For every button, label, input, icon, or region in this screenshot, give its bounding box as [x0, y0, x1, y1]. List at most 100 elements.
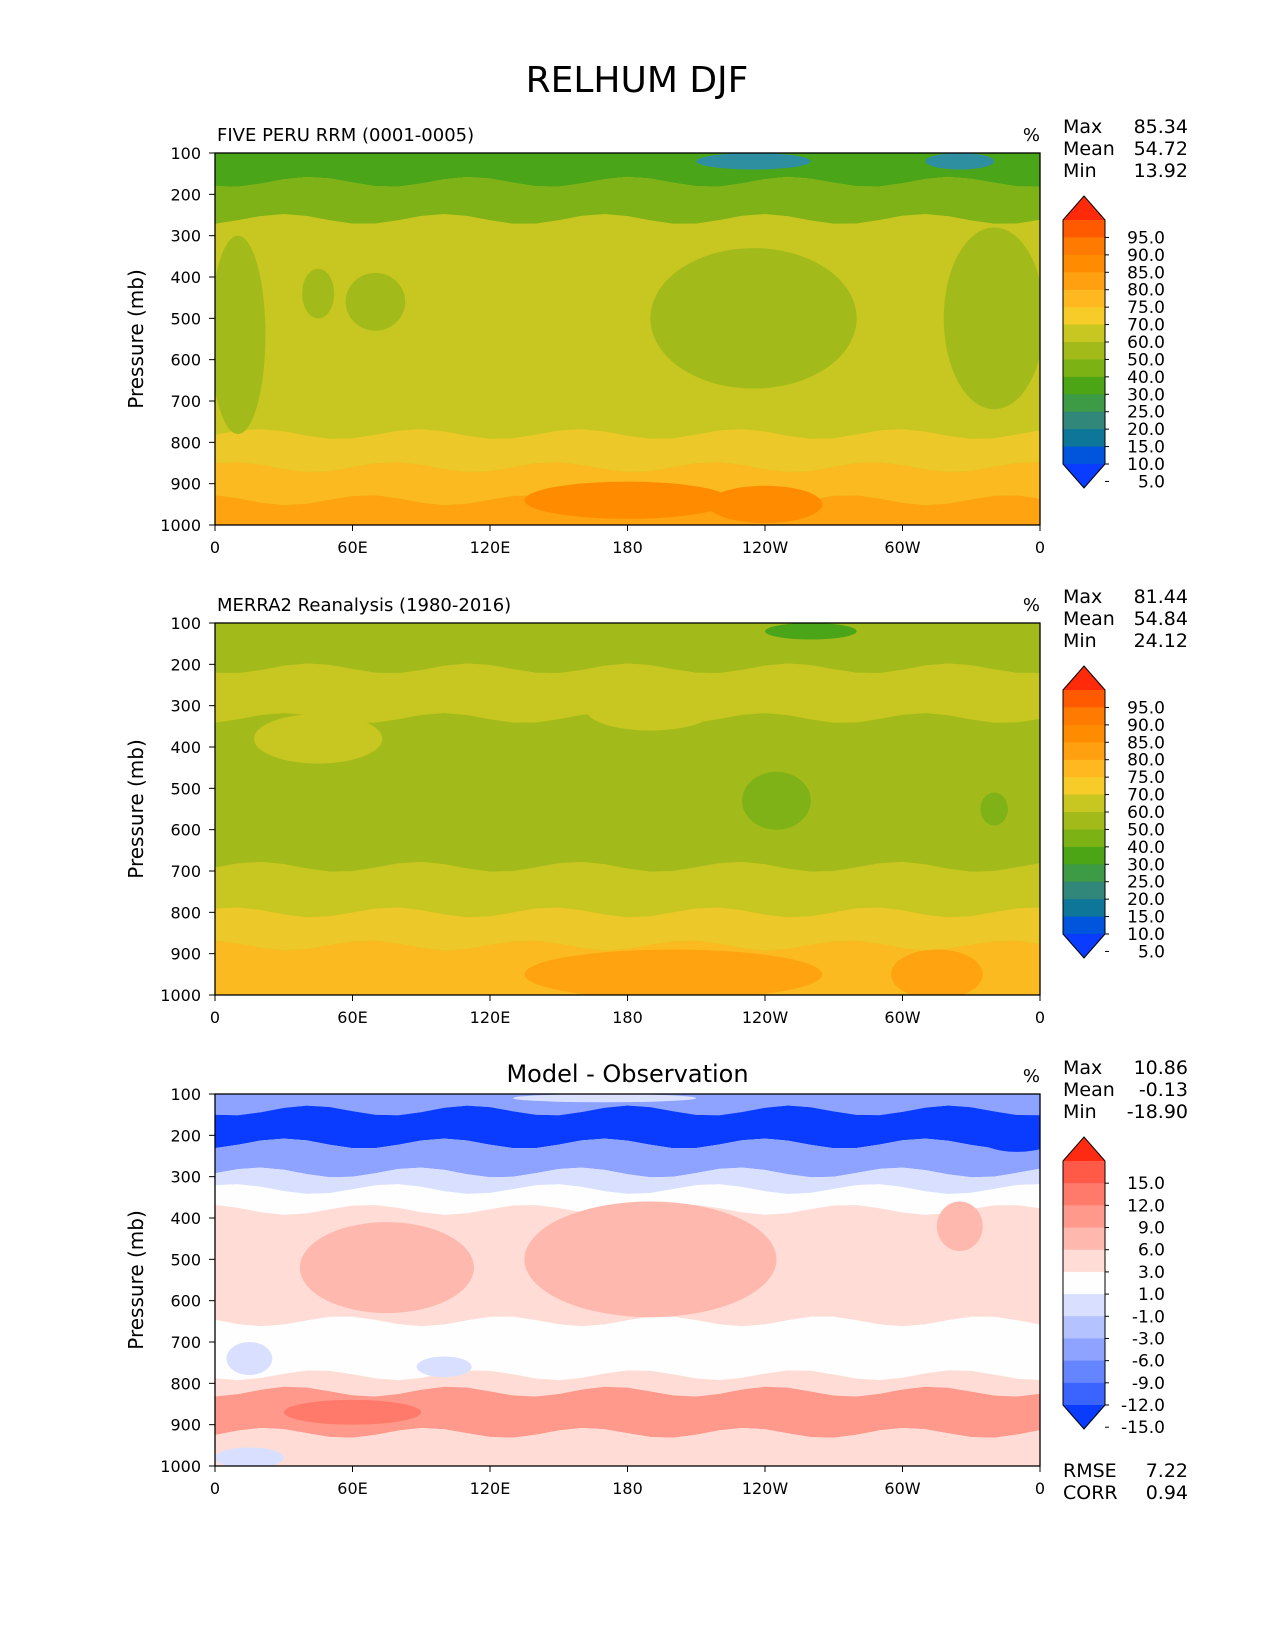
chart-panel-1: 100 200 300 400 500 600 700 800 900 1000 0 60E 120E 1…	[124, 116, 1188, 557]
colorbar-extend-max	[1063, 1137, 1105, 1161]
figure-title: RELHUM DJF	[526, 60, 749, 101]
colorbar-segment	[1063, 1271, 1105, 1295]
colorbar-label: 85.0	[1127, 733, 1165, 753]
contour-region	[925, 153, 995, 170]
y-tick-label: 300	[170, 1168, 201, 1187]
y-axis-label: Pressure (mb)	[124, 1210, 148, 1350]
y-tick-label: 900	[170, 475, 201, 494]
stat-value: 10.86	[1134, 1057, 1188, 1079]
x-tick-label: 0	[210, 538, 220, 557]
contour-band	[215, 1105, 1040, 1149]
colorbar-segment	[1063, 1316, 1105, 1339]
colorbar-label: 15.0	[1127, 1174, 1165, 1194]
stat-label: Min	[1063, 630, 1097, 652]
y-axis-label: Pressure (mb)	[124, 739, 148, 879]
colorbar-segment	[1063, 690, 1105, 708]
colorbar-label: 95.0	[1127, 228, 1165, 248]
colorbar-label: -3.0	[1132, 1329, 1165, 1349]
colorbar-label: 80.0	[1127, 281, 1165, 301]
colorbar-segment	[1063, 254, 1105, 273]
colorbar-label: 5.0	[1138, 472, 1165, 492]
colorbar-label: 70.0	[1127, 786, 1165, 806]
contour-region	[345, 272, 406, 331]
contour-region	[226, 1342, 273, 1376]
contour-region	[742, 771, 811, 830]
colorbar-label: 25.0	[1127, 873, 1165, 893]
colorbar-segment	[1063, 429, 1105, 448]
x-tick-label: 60E	[337, 538, 367, 557]
colorbar-label: -6.0	[1132, 1352, 1165, 1372]
y-tick-label: 600	[170, 1292, 201, 1311]
stat-label: Max	[1063, 1057, 1102, 1079]
y-tick-label: 900	[170, 945, 201, 964]
stat-value: -0.13	[1139, 1079, 1188, 1101]
contour-region	[299, 1222, 474, 1314]
colorbar-segment	[1063, 324, 1105, 343]
colorbar-label: -15.0	[1121, 1418, 1165, 1438]
colorbar-label: 15.0	[1127, 908, 1165, 928]
contour-region	[215, 1447, 284, 1466]
contour-band	[215, 1184, 1040, 1215]
colorbar-label: 60.0	[1127, 333, 1165, 353]
colorbar-segment	[1063, 1227, 1105, 1251]
y-tick-label: 1000	[160, 516, 201, 535]
colorbar-segment	[1063, 916, 1105, 935]
x-tick-label: 60E	[337, 1479, 367, 1498]
contour-region	[650, 1357, 788, 1376]
colorbar: 95.090.085.080.075.070.060.050.040.030.0…	[1062, 665, 1165, 962]
panel-title: MERRA2 Reanalysis (1980-2016)	[217, 595, 511, 616]
colorbar-label: -9.0	[1132, 1374, 1165, 1394]
colorbar-label: 3.0	[1138, 1263, 1165, 1283]
y-tick-label: 400	[170, 1209, 201, 1228]
stat-value: 7.22	[1146, 1460, 1188, 1482]
contour-band	[215, 429, 1040, 472]
y-tick-label: 100	[170, 614, 201, 633]
x-tick-label: 0	[1035, 538, 1045, 557]
x-tick-label: 0	[210, 1008, 220, 1027]
colorbar-segment	[1063, 411, 1105, 430]
colorbar-segment	[1063, 899, 1105, 918]
y-tick-label: 200	[170, 185, 201, 204]
colorbar-label: 20.0	[1127, 420, 1165, 440]
y-tick-label: 500	[170, 1250, 201, 1269]
colorbar-extend-min	[1063, 934, 1105, 958]
colorbar-label: 40.0	[1127, 368, 1165, 388]
y-tick-label: 100	[170, 144, 201, 163]
colorbar-label: 12.0	[1127, 1196, 1165, 1216]
colorbar-extend-max	[1063, 666, 1105, 690]
y-tick-label: 500	[170, 309, 201, 328]
colorbar-segment	[1063, 829, 1105, 848]
stat-label: Min	[1063, 160, 1097, 182]
y-tick-label: 200	[170, 655, 201, 674]
colorbar-segment	[1063, 881, 1105, 900]
colorbar-segment	[1063, 1205, 1105, 1229]
colorbar-segment	[1063, 1382, 1105, 1406]
stat-label: RMSE	[1063, 1460, 1117, 1482]
colorbar-label: 20.0	[1127, 890, 1165, 910]
y-tick-label: 100	[170, 1085, 201, 1104]
colorbar-label: 50.0	[1127, 350, 1165, 370]
colorbar-label: 90.0	[1127, 716, 1165, 736]
x-tick-label: 120W	[742, 1479, 789, 1498]
contour-region	[936, 1201, 983, 1252]
stat-value: 54.84	[1134, 608, 1188, 630]
contour-band	[215, 1428, 1040, 1466]
colorbar-label: 6.0	[1138, 1241, 1165, 1261]
colorbar-segment	[1063, 272, 1105, 291]
x-tick-label: 0	[210, 1479, 220, 1498]
x-tick-label: 120E	[470, 1479, 511, 1498]
colorbar-segment	[1063, 1161, 1105, 1184]
colorbar-label: 95.0	[1127, 698, 1165, 718]
colorbar-segment	[1063, 394, 1105, 413]
colorbar-segment	[1063, 724, 1105, 743]
contour-region	[891, 949, 983, 995]
colorbar-label: 75.0	[1127, 298, 1165, 318]
stat-label: Min	[1063, 1101, 1097, 1123]
chart-panel-3: 100 200 300 400 500 600 700 800 900 1000 0 60E 120E 1…	[124, 1057, 1188, 1504]
contour-field	[215, 623, 1040, 995]
colorbar-label: 30.0	[1127, 855, 1165, 875]
x-tick-label: 0	[1035, 1479, 1045, 1498]
contour-band	[215, 713, 1040, 872]
colorbar-label: 40.0	[1127, 838, 1165, 858]
units-label: %	[1023, 125, 1040, 146]
